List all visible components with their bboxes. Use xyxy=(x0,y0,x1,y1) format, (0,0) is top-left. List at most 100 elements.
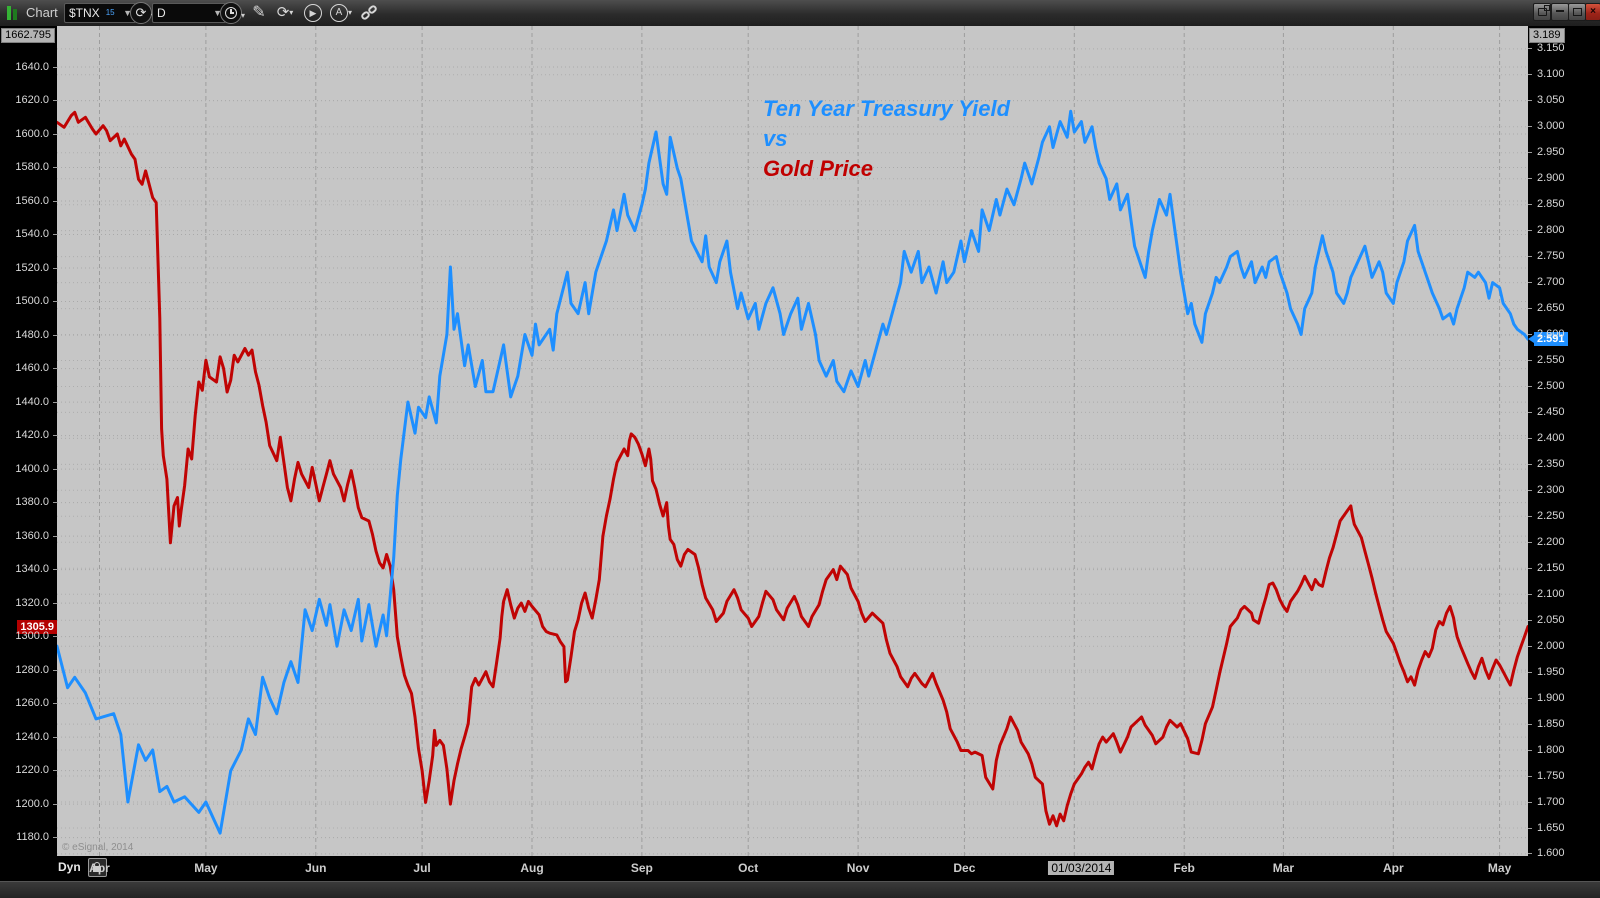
tick-mark xyxy=(53,837,57,839)
tick-mark xyxy=(53,569,57,571)
time-template-icon[interactable]: ▾ xyxy=(220,2,245,24)
plot-area[interactable]: Ten Year Treasury Yield vs Gold Price © … xyxy=(57,26,1528,856)
tick-label: 2.700 xyxy=(1537,276,1565,289)
annotation-line-3: Gold Price xyxy=(763,156,874,181)
tick-label: 1640.0 xyxy=(15,60,49,73)
month-label: Dec xyxy=(953,861,976,875)
link-icon[interactable] xyxy=(358,2,380,24)
gold-last-price-tag: 1305.9 xyxy=(17,619,63,634)
tick-mark xyxy=(53,502,57,504)
time-axis[interactable]: Dyn Apr May Jun Jul Aug Sep Oct Nov Dec 01/03/201… xyxy=(0,856,1600,881)
tick-label: 1600.0 xyxy=(15,127,49,140)
tick-mark xyxy=(1528,308,1532,310)
tick-mark xyxy=(53,267,57,269)
tick-mark xyxy=(53,468,57,470)
dock-window-button[interactable] xyxy=(1533,3,1551,21)
date-highlight-label: 01/03/2014 xyxy=(1048,861,1115,875)
close-button[interactable]: × xyxy=(1585,3,1600,21)
tick-mark xyxy=(53,200,57,202)
pencil-icon[interactable]: ✎ xyxy=(252,4,266,21)
chart-canvas[interactable] xyxy=(57,26,1528,856)
tick-label: 2.350 xyxy=(1537,457,1565,470)
annotation-line-2: vs xyxy=(763,126,788,151)
series-line-gold[interactable] xyxy=(57,110,1528,828)
app-logo-icon xyxy=(7,6,19,20)
tick-mark xyxy=(53,803,57,805)
tick-label: 1420.0 xyxy=(15,429,49,442)
annotation-line-1: Ten Year Treasury Yield xyxy=(763,96,1011,121)
tick-mark xyxy=(1528,671,1532,673)
tick-label: 1260.0 xyxy=(15,697,49,710)
tick-label: 2.650 xyxy=(1537,302,1565,315)
month-label: Sep xyxy=(630,861,653,875)
left-price-axis[interactable]: 1662.795 1305.9 1640.0 1620.0 1600.0 1580.0… xyxy=(0,26,63,881)
minimize-button[interactable] xyxy=(1551,3,1569,21)
tick-mark xyxy=(1528,541,1532,543)
tick-label: 1280.0 xyxy=(15,663,49,676)
chevron-down-icon: ▾ xyxy=(240,11,245,20)
chevron-down-icon[interactable]: ▼ xyxy=(213,8,222,18)
tick-label: 3.000 xyxy=(1537,120,1565,133)
lock-icon[interactable] xyxy=(88,858,107,877)
month-label: May xyxy=(1487,861,1512,875)
tick-mark xyxy=(53,66,57,68)
tick-mark xyxy=(1528,178,1532,180)
tick-mark xyxy=(1528,489,1532,491)
month-label: Oct xyxy=(738,861,759,875)
tick-mark xyxy=(1528,775,1532,777)
window-bottom-edge xyxy=(0,881,1600,898)
tick-label: 2.150 xyxy=(1537,561,1565,574)
tick-mark xyxy=(53,736,57,738)
auto-analysis-icon[interactable]: A ▾ xyxy=(330,2,352,24)
tick-mark xyxy=(53,770,57,772)
series-line-yield[interactable] xyxy=(57,109,1528,835)
tick-label: 1.950 xyxy=(1537,665,1565,678)
tick-label: 2.100 xyxy=(1537,587,1565,600)
tick-label: 3.100 xyxy=(1537,68,1565,81)
tick-mark xyxy=(1528,645,1532,647)
left-axis-max-tag: 1662.795 xyxy=(1,28,55,43)
tick-label: 2.600 xyxy=(1537,328,1565,340)
tick-label: 2.900 xyxy=(1537,172,1565,185)
chart-region: 1662.795 1305.9 1640.0 1620.0 1600.0 1580.0… xyxy=(0,26,1600,885)
tick-mark xyxy=(53,535,57,537)
interval-select[interactable]: D ▼ xyxy=(152,3,226,23)
tick-mark xyxy=(1528,230,1532,232)
tick-mark xyxy=(53,401,57,403)
tick-mark xyxy=(1528,48,1532,50)
tick-mark xyxy=(53,368,57,370)
tick-label: 1540.0 xyxy=(15,228,49,240)
playback-icon[interactable]: ▶ xyxy=(302,2,324,24)
symbol-text: $TNX xyxy=(69,6,100,20)
symbol-input[interactable]: $TNX 15 ▼ xyxy=(64,3,136,23)
tick-label: 2.200 xyxy=(1537,535,1565,548)
tick-mark xyxy=(1528,152,1532,154)
tick-mark xyxy=(53,167,57,168)
tick-label: 2.300 xyxy=(1537,483,1565,496)
right-axis-max-tag: 3.189 xyxy=(1529,28,1565,43)
reload-icon[interactable]: ⟳▾ xyxy=(276,4,294,21)
tick-mark xyxy=(1528,437,1532,439)
maximize-button[interactable] xyxy=(1568,3,1586,21)
tick-mark xyxy=(53,435,57,437)
chevron-down-icon[interactable]: ▼ xyxy=(123,8,132,18)
symbol-lookup-icon[interactable]: ⟳▾ xyxy=(130,2,155,24)
tick-mark xyxy=(1528,386,1532,387)
tick-label: 1.750 xyxy=(1537,769,1565,782)
tick-label: 2.750 xyxy=(1537,250,1565,263)
tick-mark xyxy=(53,100,57,101)
dynamic-scale-toggle[interactable]: Dyn xyxy=(58,860,81,874)
tick-label: 1180.0 xyxy=(16,831,49,844)
tick-label: 2.950 xyxy=(1537,146,1565,159)
tick-mark xyxy=(1528,853,1532,855)
tick-mark xyxy=(1528,411,1532,413)
tick-mark xyxy=(1528,126,1532,128)
tick-label: 2.250 xyxy=(1537,509,1565,522)
interval-value: D xyxy=(157,6,166,20)
month-label: Feb xyxy=(1173,861,1195,875)
chart-title-annotation[interactable]: Ten Year Treasury Yield vs Gold Price xyxy=(763,94,1010,184)
month-label: May xyxy=(194,861,218,875)
right-price-axis[interactable]: 3.189 2.591 3.150 3.100 3.050 3.000 2.950 2.9… xyxy=(1528,26,1600,885)
tick-label: 1560.0 xyxy=(15,194,49,207)
